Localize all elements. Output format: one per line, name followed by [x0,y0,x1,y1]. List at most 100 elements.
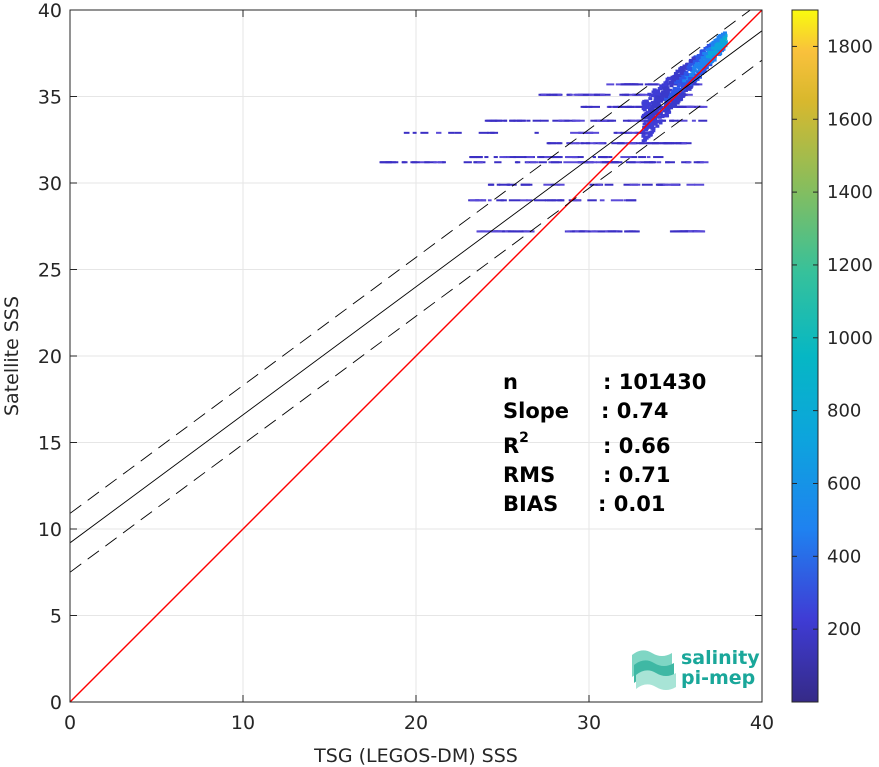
y-tick-label: 10 [38,519,62,541]
density-cell [469,156,475,159]
density-cell [588,105,600,108]
density-cell [570,131,582,134]
density-cell [702,69,707,73]
density-cell [641,133,646,137]
density-cell [650,105,655,109]
density-cell [644,83,650,86]
density-cell [685,87,690,91]
stat-rms-value: : 0.71 [603,463,671,487]
density-cell [649,120,654,124]
density-cell [652,88,657,92]
density-streak [546,142,692,145]
density-cell [650,100,655,104]
density-cell [573,199,581,202]
density-cell [674,230,680,233]
density-cell [495,119,508,122]
density-cell [676,105,687,108]
density-cell [620,131,632,134]
density-cell [659,96,664,100]
density-cell [633,83,644,86]
density-cell [674,81,679,85]
density-cell [494,161,502,164]
density-cell [476,230,486,233]
density-cell [676,84,681,88]
density-cell [652,103,657,107]
density-cell [402,161,406,164]
density-cell [678,67,683,71]
density-cell [597,183,603,186]
density-cell [698,53,703,57]
density-cell [704,58,709,62]
density-cell [688,83,693,87]
density-cell [681,93,693,96]
density-cell [632,93,638,96]
density-cell [693,230,706,233]
density-cell [681,230,693,233]
density-cell [650,107,655,111]
density-cell [695,105,708,108]
density-cell [641,107,646,111]
density-cell [639,93,651,96]
density-cell [677,93,682,97]
density-cell [611,142,620,145]
fit-lines [70,10,762,702]
density-cell [424,161,437,164]
density-streak [379,161,709,164]
density-cell [677,119,688,122]
density-cell [630,119,639,122]
density-cell [696,63,701,67]
density-cell [484,156,489,159]
density-cell [657,107,662,111]
density-cell [619,93,629,96]
density-cell [567,142,576,145]
density-cell [699,51,704,55]
density-cell [515,161,521,164]
density-cell [617,142,625,145]
density-cell [673,76,678,80]
density-cell [691,73,696,77]
density-cell [651,94,656,98]
density-cell [630,156,638,159]
density-cell [601,119,614,122]
density-cell [626,199,637,202]
density-cell [684,105,693,108]
colorbar-tick-label: 1000 [827,328,873,349]
density-cell [642,122,647,126]
density-cell [629,230,633,233]
density-cell [558,119,565,122]
density-cell [714,50,719,54]
density-cell [670,78,675,82]
density-cell [592,156,596,159]
density-cell [509,119,517,122]
density-cell [670,230,677,233]
density-cell [648,113,653,117]
density-cell [713,41,718,45]
density-cell [712,43,717,47]
density-cell [689,73,694,77]
density-cell [506,156,510,159]
y-axis-label: Satellite SSS [1,296,23,416]
density-cell [520,183,531,186]
density-cell [679,97,684,101]
density-cell [671,142,677,145]
density-cell [657,98,662,102]
density-cell [599,93,605,96]
density-cell [667,92,672,96]
density-cell [723,40,728,44]
density-cell [646,142,653,145]
density-cell [550,142,563,145]
density-cell [701,64,706,68]
density-cell [493,156,498,159]
density-cell [650,126,655,130]
density-streak [484,119,708,122]
density-cell [657,103,662,107]
density-cell [709,43,714,47]
density-cell [574,142,584,145]
density-cell [673,83,678,86]
density-cell [554,93,562,96]
density-cell [569,93,573,96]
density-cell [538,156,545,159]
regression-upper-line [70,10,752,514]
density-cell [664,93,669,97]
density-cell [670,91,675,95]
